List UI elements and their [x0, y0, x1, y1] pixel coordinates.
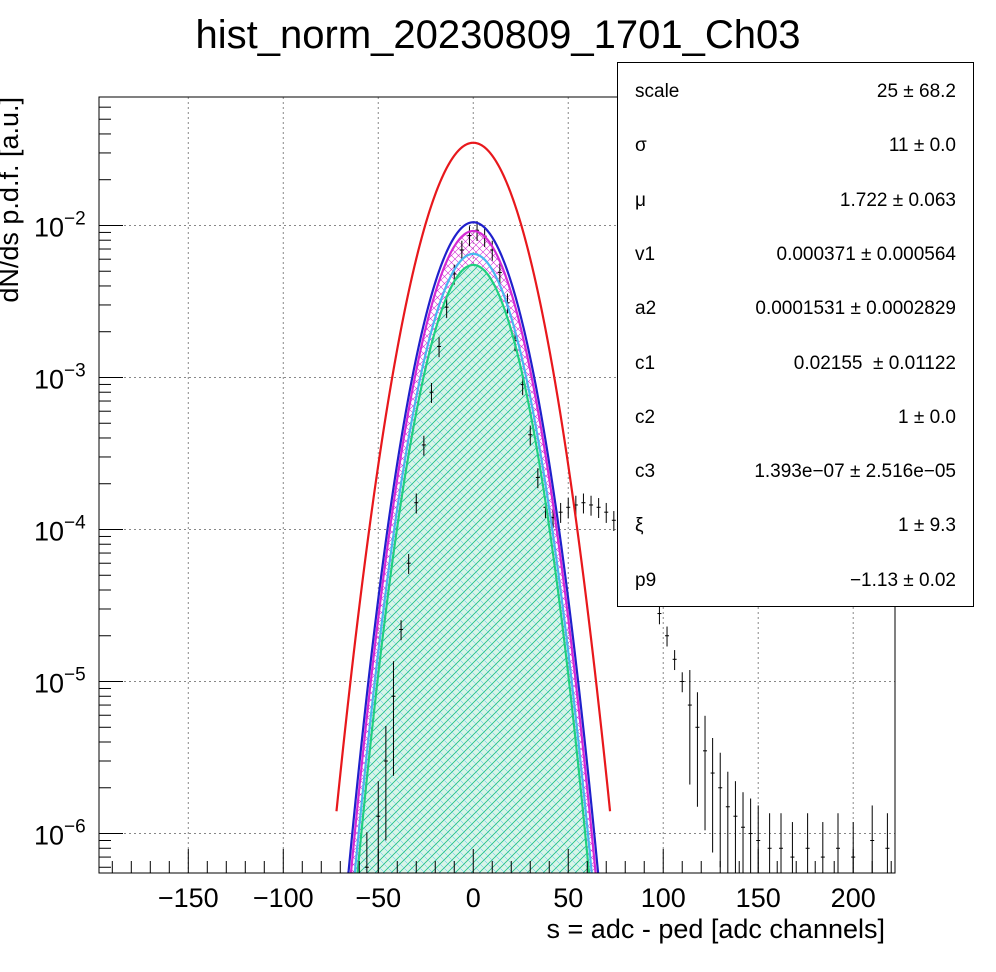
data-point	[695, 692, 700, 807]
fit-curve-2	[349, 229, 597, 873]
data-point	[805, 813, 810, 873]
stats-param-name: c2	[635, 406, 656, 428]
stats-row: ξ 1 ± 9.3	[618, 515, 973, 545]
fit-curve-4	[356, 263, 591, 873]
fit-curve-3	[353, 252, 593, 873]
data-point	[459, 240, 464, 261]
data-point	[657, 604, 662, 625]
stats-param-value: 1.393e−07 ± 2.516e−05	[754, 461, 956, 483]
data-point	[566, 498, 571, 519]
stats-row: c3 1.393e−07 ± 2.516e−05	[618, 461, 973, 491]
stats-param-value: 1 ± 0.0	[898, 406, 956, 428]
data-point	[672, 650, 677, 671]
stats-row: a2 0.0001531 ± 0.0002829	[618, 298, 973, 328]
data-point	[391, 661, 396, 776]
stats-param-value: 1 ± 9.3	[898, 515, 956, 537]
chart-title: hist_norm_20230809_1701_Ch03	[196, 13, 801, 57]
stats-param-name: c3	[635, 461, 656, 483]
stats-row: μ 1.722 ± 0.063	[618, 190, 973, 220]
y-axis-label: dN/ds p.d.f. [a.u.]	[0, 97, 24, 303]
data-point	[748, 798, 753, 873]
x-tick-label: 200	[831, 883, 876, 913]
x-axis-label: s = adc - ped [adc channels]	[547, 914, 885, 944]
data-point	[421, 435, 426, 456]
y-tick-label: 10−5	[34, 665, 86, 699]
data-point	[497, 263, 502, 284]
stats-param-name: scale	[635, 81, 680, 102]
x-tick-label: −50	[355, 883, 401, 913]
data-point	[710, 738, 715, 853]
stats-row: c1 0.02155 ± 0.01122	[618, 353, 973, 383]
data-point	[383, 725, 388, 841]
y-tick-label: 10−4	[34, 512, 86, 546]
axis-ticks	[99, 96, 892, 873]
data-point	[790, 822, 795, 873]
data-point	[596, 498, 601, 519]
stats-param-value: 25 ± 68.2	[876, 81, 956, 102]
data-point	[528, 425, 533, 446]
x-tick-labels: −150 −100 −50 0 50 100 150 200	[158, 883, 876, 913]
stats-row: c2 1 ± 0.0	[618, 407, 973, 437]
data-point	[406, 553, 411, 574]
stats-row: p9 −1.13 ± 0.02	[618, 570, 973, 600]
data-point	[437, 337, 442, 358]
data-point	[414, 493, 419, 514]
data-point	[444, 297, 449, 318]
data-point	[820, 822, 825, 873]
x-tick-label: −100	[253, 883, 314, 913]
fit-stats-box: scale 25 ± 68.2 σ 11 ± 0.0 μ 1.722 ± 0.063 v1 0…	[617, 62, 974, 607]
y-tick-label: 10−2	[34, 208, 86, 242]
data-point	[741, 792, 746, 873]
stats-param-value: 0.0001531 ± 0.0002829	[755, 298, 956, 320]
stats-param-name: σ	[635, 135, 647, 157]
data-point	[467, 226, 472, 247]
y-tick-label: 10−3	[34, 360, 86, 394]
data-point	[535, 468, 540, 489]
x-tick-label: 150	[736, 883, 781, 913]
stats-param-value: 0.000371 ± 0.000564	[776, 243, 956, 265]
y-tick-label: 10−6	[34, 817, 86, 851]
data-point	[589, 495, 594, 516]
y-tick-labels: 10−6 10−5 10−4 10−3 10−2	[34, 208, 86, 850]
data-point	[680, 672, 685, 693]
x-tick-label: 100	[641, 883, 686, 913]
stats-param-value: 1.722 ± 0.063	[839, 189, 956, 211]
fit-curve-0	[335, 141, 612, 812]
stats-row: σ 11 ± 0.0	[618, 135, 973, 165]
data-point	[364, 832, 369, 873]
stats-param-value: 11 ± 0.0	[888, 135, 956, 157]
data-point	[725, 771, 730, 873]
stats-param-name: v1	[635, 243, 656, 265]
stats-param-name: p9	[635, 569, 657, 591]
stats-param-name: ξ	[635, 515, 644, 537]
data-point	[665, 626, 670, 647]
data-point	[733, 781, 738, 873]
data-point	[611, 511, 616, 532]
data-point	[604, 502, 609, 523]
data-point	[836, 813, 841, 873]
data-point	[779, 813, 784, 873]
data-point	[581, 493, 586, 514]
stats-param-name: c1	[635, 352, 656, 374]
fit-curves	[335, 141, 612, 873]
x-tick-label: 50	[553, 883, 583, 913]
stats-param-value: −1.13 ± 0.02	[849, 569, 956, 591]
data-point	[687, 670, 692, 785]
x-tick-label: 0	[466, 883, 481, 913]
x-tick-label: −150	[158, 883, 219, 913]
data-point	[703, 715, 708, 831]
data-point	[885, 813, 890, 873]
stats-param-name: μ	[635, 189, 646, 211]
data-point	[718, 752, 723, 868]
data-point	[399, 620, 404, 641]
stats-param-name: a2	[635, 298, 657, 320]
data-point	[429, 382, 434, 403]
data-point	[767, 813, 772, 873]
stats-param-value: 0.02155 ± 0.01122	[793, 352, 956, 374]
stats-row: scale 25 ± 68.2	[618, 81, 973, 111]
data-point	[558, 502, 563, 523]
stats-row: v1 0.000371 ± 0.000564	[618, 244, 973, 274]
fit-curve-1	[347, 221, 600, 873]
